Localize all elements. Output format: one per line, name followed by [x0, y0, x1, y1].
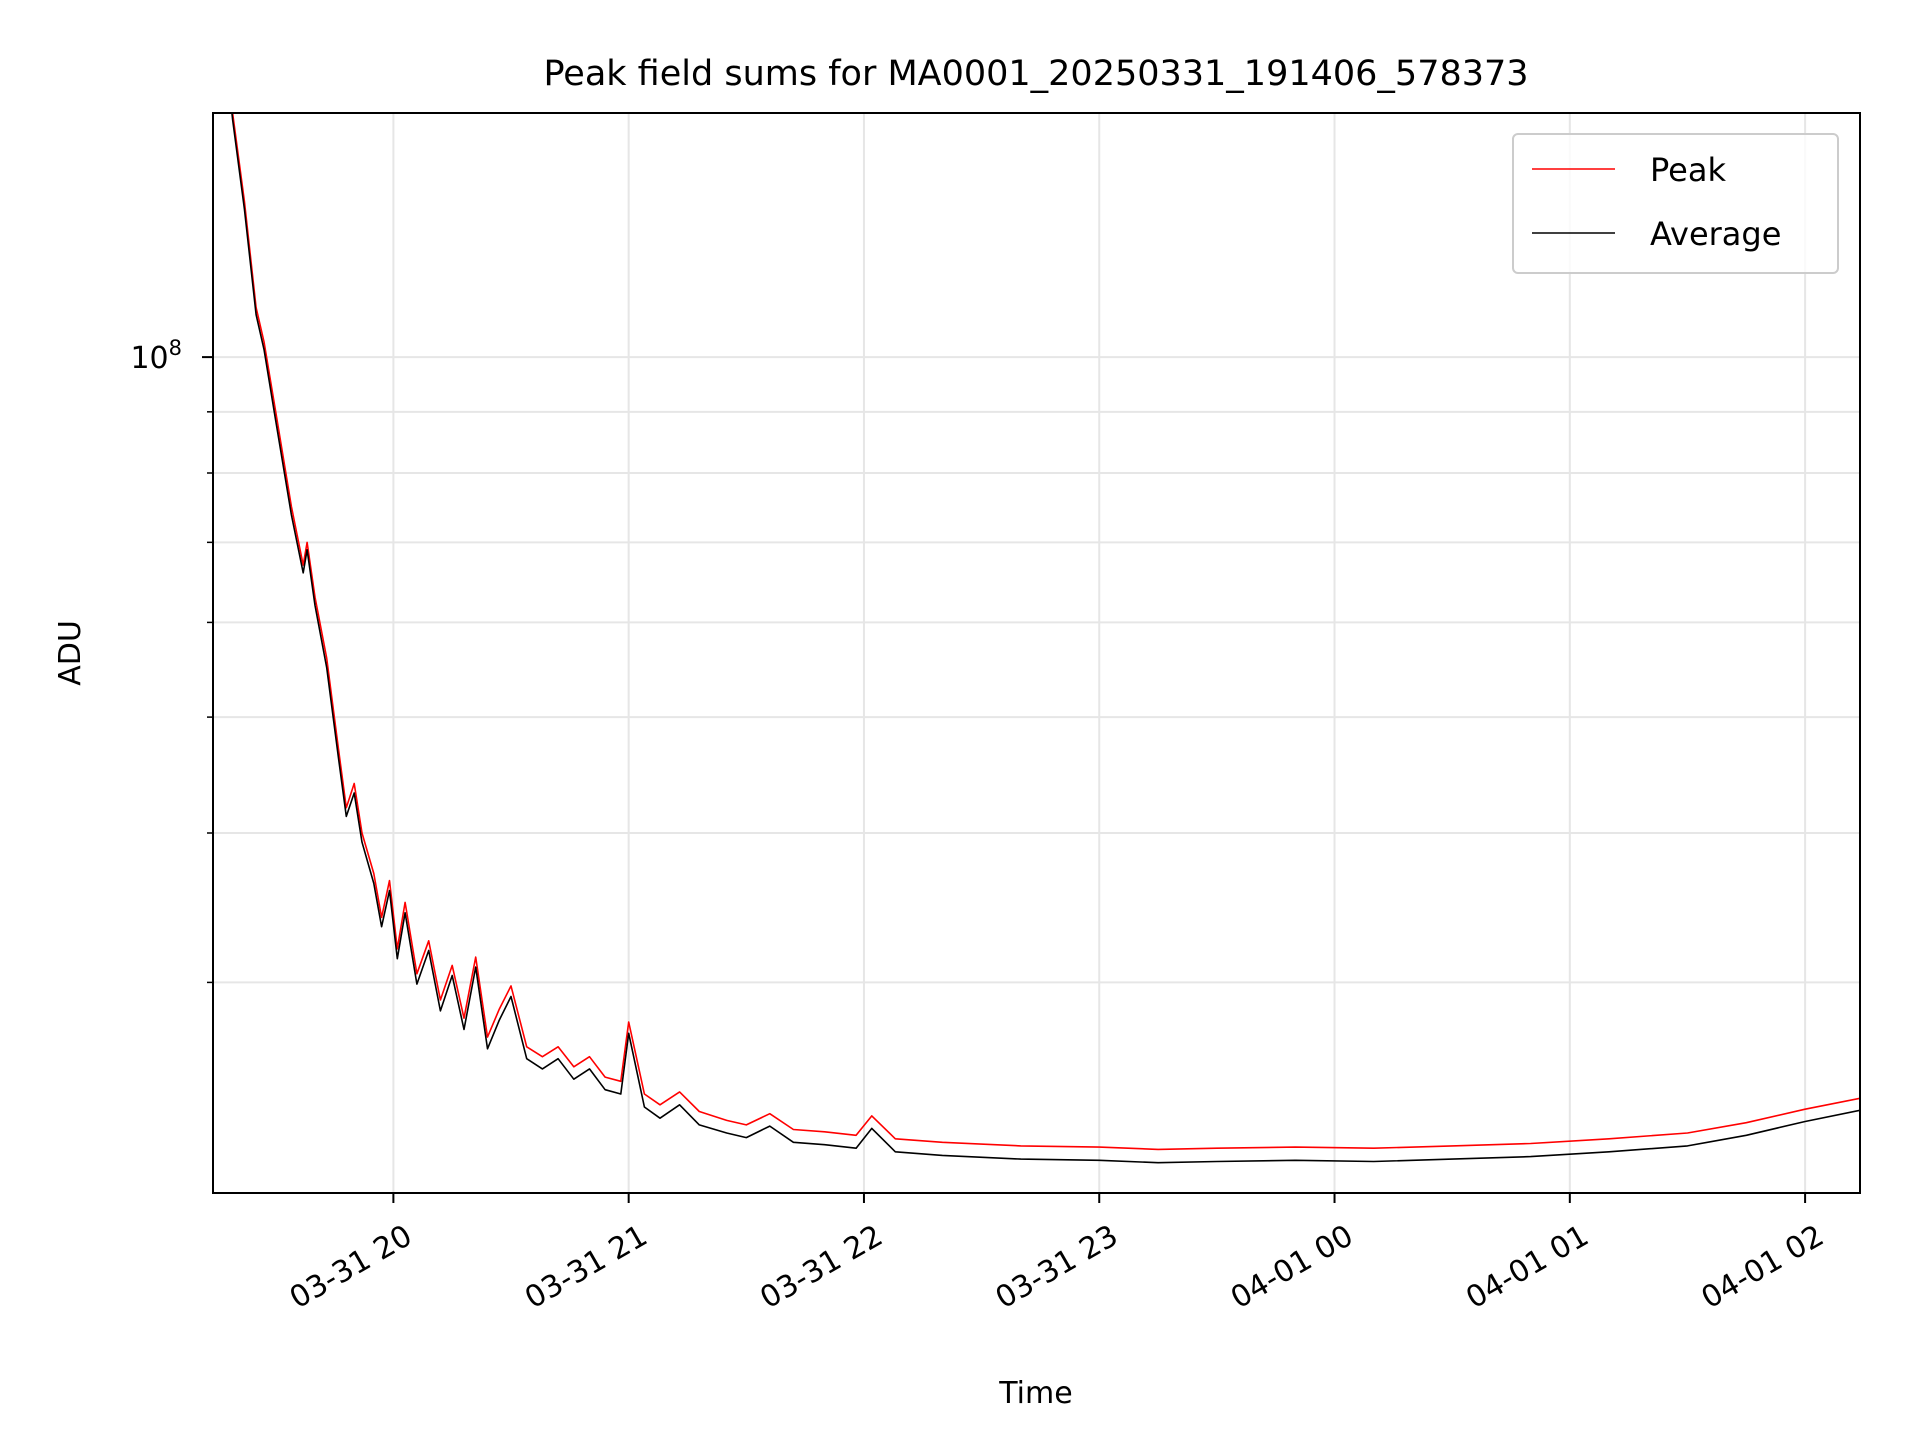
legend: Peak Average	[1512, 133, 1839, 274]
chart-title: Peak field sums for MA0001_20250331_1914…	[543, 54, 1528, 94]
y-tick-exponent: 8	[169, 336, 182, 360]
legend-average-label: Average	[1650, 215, 1781, 253]
x-axis-label: Time	[998, 1376, 1072, 1411]
y-axis-label: ADU	[53, 620, 88, 686]
y-tick-base: 10	[130, 341, 168, 376]
y-tick-label: 108	[130, 336, 182, 376]
legend-peak-label: Peak	[1650, 151, 1726, 189]
series-line-average	[231, 113, 1860, 1164]
series-line-peak	[231, 113, 1860, 1151]
plot-frame	[212, 112, 1861, 1194]
grid	[213, 113, 1860, 1193]
series-lines	[231, 113, 1860, 1164]
